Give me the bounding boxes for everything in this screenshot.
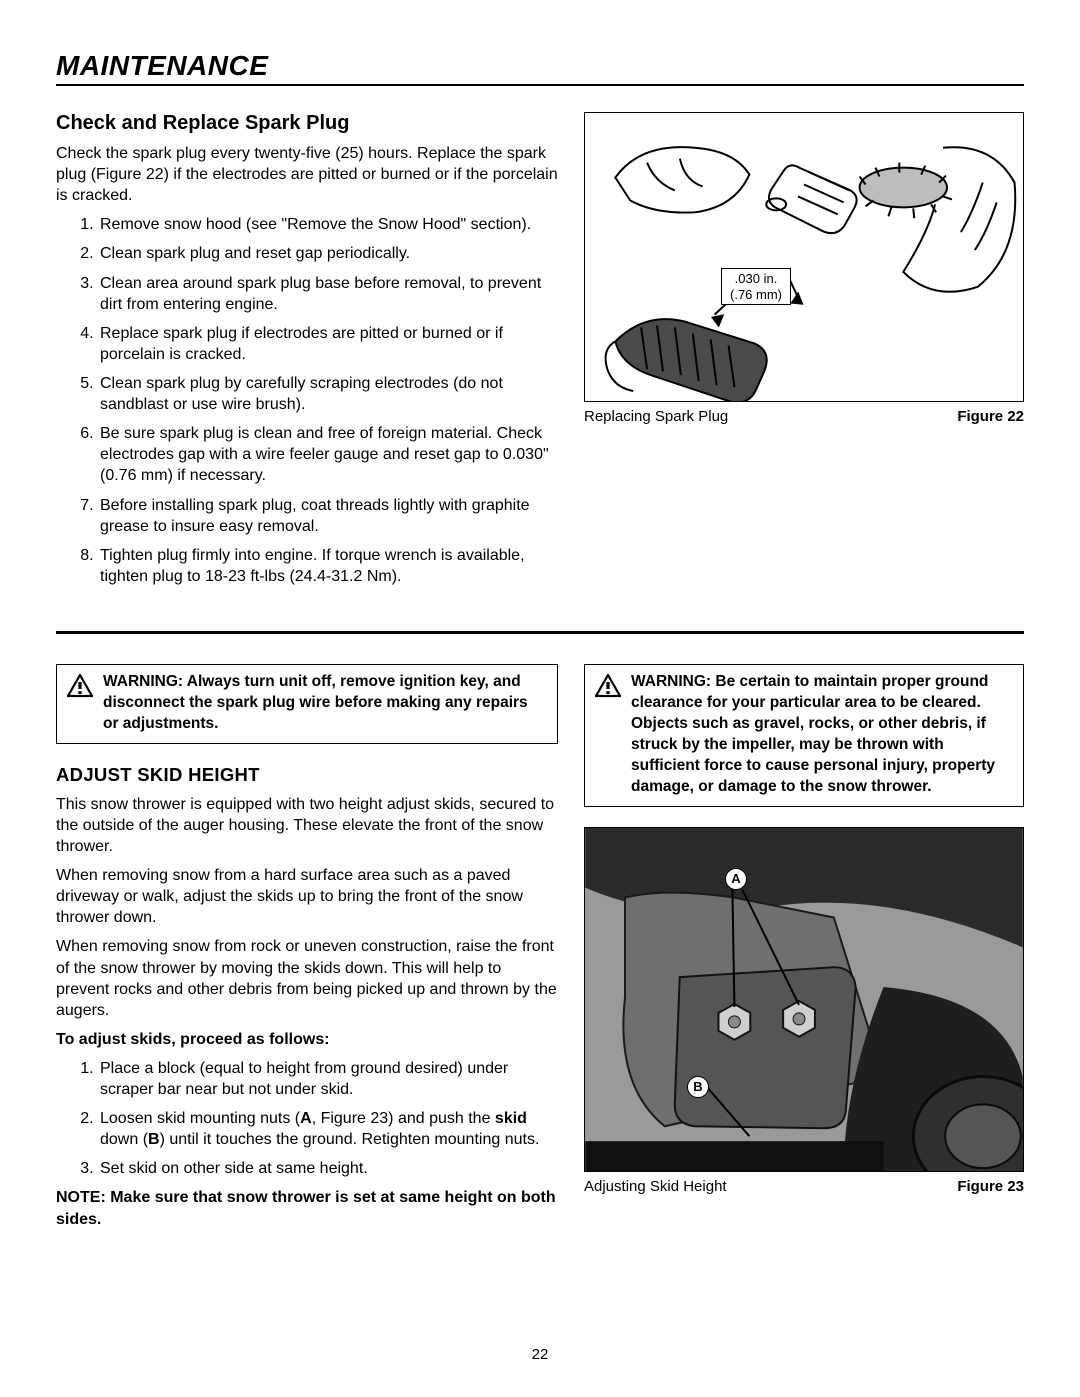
section-spark-plug: Check and Replace Spark Plug Check the s…	[56, 112, 1024, 595]
step: Set skid on other side at same height.	[98, 1158, 558, 1179]
warning-box-right: WARNING: Be certain to maintain proper g…	[584, 664, 1024, 807]
section-skid-height: WARNING: Always turn unit off, remove ig…	[56, 664, 1024, 1238]
skid-para-2: When removing snow from a hard surface a…	[56, 865, 558, 928]
step: Tighten plug firmly into engine. If torq…	[98, 545, 558, 587]
step: Be sure spark plug is clean and free of …	[98, 423, 558, 486]
warning-text: WARNING: Always turn unit off, remove ig…	[103, 672, 547, 735]
step: Clean area around spark plug base before…	[98, 273, 558, 315]
spark-plug-steps: Remove snow hood (see "Remove the Snow H…	[56, 214, 558, 587]
gap-spec-box: .030 in. (.76 mm)	[721, 268, 791, 305]
step: Clean spark plug and reset gap periodica…	[98, 243, 558, 264]
figure-22-number: Figure 22	[957, 408, 1024, 425]
step: Clean spark plug by carefully scraping e…	[98, 373, 558, 415]
spark-plug-intro: Check the spark plug every twenty-five (…	[56, 143, 558, 206]
step: Replace spark plug if electrodes are pit…	[98, 323, 558, 365]
skid-steps: Place a block (equal to height from grou…	[56, 1058, 558, 1180]
gap-mm: (.76 mm)	[730, 287, 782, 303]
figure-23-caption: Adjusting Skid Height	[584, 1178, 727, 1195]
skid-height-heading: ADJUST SKID HEIGHT	[56, 764, 558, 786]
spark-plug-heading: Check and Replace Spark Plug	[56, 112, 558, 135]
warning-icon	[595, 674, 621, 698]
page-number: 22	[0, 1346, 1080, 1363]
callout-label-b: B	[687, 1076, 709, 1098]
callout-label-a: A	[725, 868, 747, 890]
skid-para-1: This snow thrower is equipped with two h…	[56, 794, 558, 857]
figure-22-caption: Replacing Spark Plug	[584, 408, 728, 425]
step: Loosen skid mounting nuts (A, Figure 23)…	[98, 1108, 558, 1150]
skid-para-3: When removing snow from rock or uneven c…	[56, 936, 558, 1020]
figure-23-number: Figure 23	[957, 1178, 1024, 1195]
gap-in: .030 in.	[730, 271, 782, 287]
warning-text: WARNING: Be certain to maintain proper g…	[631, 672, 1013, 798]
skid-steps-lead: To adjust skids, proceed as follows:	[56, 1029, 558, 1050]
step: Before installing spark plug, coat threa…	[98, 495, 558, 537]
figure-22: .030 in. (.76 mm)	[584, 112, 1024, 402]
section-divider	[56, 631, 1024, 634]
skid-note: NOTE: Make sure that snow thrower is set…	[56, 1187, 558, 1229]
page-title: MAINTENANCE	[56, 50, 1024, 86]
spark-plug-illustration	[585, 113, 1023, 401]
step: Remove snow hood (see "Remove the Snow H…	[98, 214, 558, 235]
warning-icon	[67, 674, 93, 698]
skid-height-illustration	[585, 828, 1023, 1171]
step: Place a block (equal to height from grou…	[98, 1058, 558, 1100]
warning-box-left: WARNING: Always turn unit off, remove ig…	[56, 664, 558, 744]
figure-23: A B	[584, 827, 1024, 1172]
